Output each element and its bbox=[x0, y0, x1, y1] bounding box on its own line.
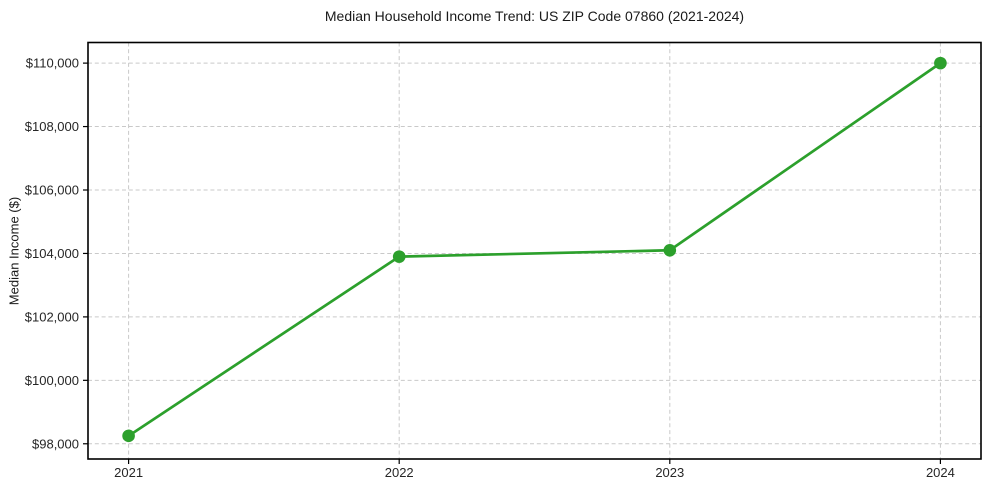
x-tick-label: 2023 bbox=[655, 465, 684, 480]
trend-line bbox=[127, 61, 942, 438]
y-tick-label: $104,000 bbox=[25, 246, 79, 261]
y-tick-label: $110,000 bbox=[26, 56, 79, 71]
y-tick-label: $100,000 bbox=[25, 373, 79, 388]
data-point-marker bbox=[392, 250, 406, 263]
y-tick-label: $106,000 bbox=[25, 183, 79, 198]
x-tick-label: 2024 bbox=[926, 465, 955, 480]
x-tick-label: 2022 bbox=[385, 465, 414, 480]
plot-border bbox=[87, 41, 982, 460]
data-point-marker bbox=[122, 429, 135, 443]
data-point-marker bbox=[663, 243, 677, 257]
chart-title: Median Household Income Trend: US ZIP Co… bbox=[324, 8, 745, 24]
data-point-marker bbox=[934, 56, 947, 70]
y-tick-label: $108,000 bbox=[25, 119, 79, 134]
x-tick-label: 2021 bbox=[114, 465, 143, 480]
y-tick-label: $102,000 bbox=[25, 309, 79, 324]
y-tick-label: $98,000 bbox=[32, 436, 79, 451]
y-axis-label: Median Income ($) bbox=[6, 196, 22, 306]
